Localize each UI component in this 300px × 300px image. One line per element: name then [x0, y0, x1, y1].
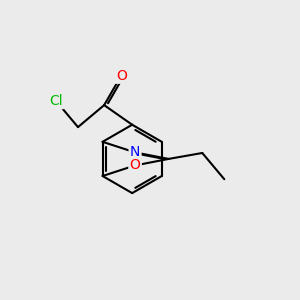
Text: O: O [130, 158, 140, 172]
Text: N: N [130, 146, 140, 159]
Text: O: O [116, 68, 127, 83]
Text: Cl: Cl [49, 94, 63, 108]
